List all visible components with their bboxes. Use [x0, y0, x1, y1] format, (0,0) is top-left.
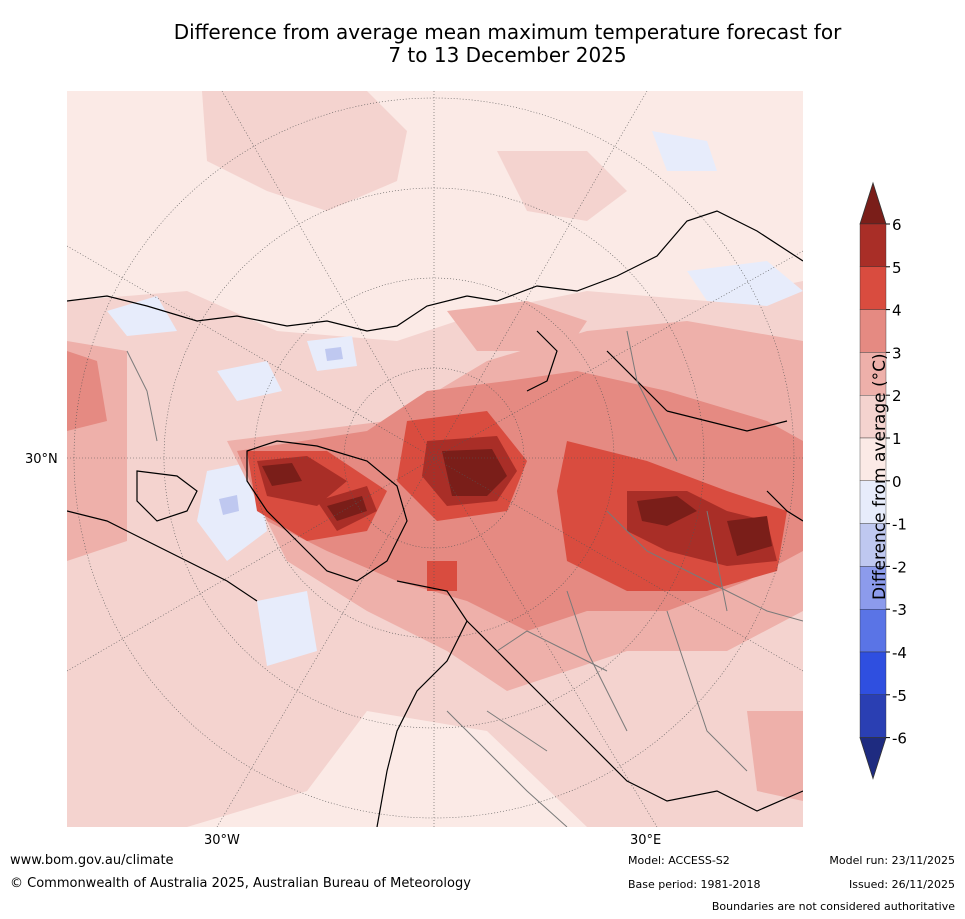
colorbar-band	[859, 309, 887, 353]
colorbar-band	[859, 266, 887, 310]
lat-label-30n: 30°N	[25, 452, 58, 467]
colorbar-band	[859, 223, 887, 267]
map-canvas	[67, 91, 803, 827]
colorbar-tick-label: 2	[892, 387, 902, 405]
colorbar-extend-max	[859, 181, 887, 225]
colorbar-tick-label: 3	[892, 344, 902, 362]
colorbar: 6 5 4 3 2 1 0 -1 -2 -3 -4 -5 -6	[859, 181, 907, 780]
colorbar-tick-label: -3	[892, 601, 907, 619]
colorbar-band	[859, 352, 887, 396]
colorbar-band	[859, 437, 887, 481]
website-link[interactable]: www.bom.gov.au/climate	[10, 853, 174, 868]
colorbar-band	[859, 566, 887, 610]
colorbar-title: Difference from average (°C)	[870, 353, 890, 600]
colorbar-tick-label: -2	[892, 558, 907, 576]
disclaimer-text: Boundaries are not considered authoritat…	[711, 900, 955, 913]
colorbar-extend-min	[859, 737, 887, 780]
copyright-text: © Commonwealth of Australia 2025, Austra…	[10, 876, 471, 891]
colorbar-tick-label: 5	[892, 259, 902, 277]
colorbar-tick-label: -4	[892, 644, 907, 662]
colorbar-tick-label: -6	[892, 730, 907, 748]
colorbar-band	[859, 651, 887, 695]
graticule	[67, 91, 803, 827]
lon-label-30e: 30°E	[630, 833, 662, 848]
colorbar-tick-label: 0	[892, 473, 902, 491]
title-line-2: 7 to 13 December 2025	[388, 43, 627, 67]
colorbar-band	[859, 694, 887, 738]
title-line-1: Difference from average mean maximum tem…	[173, 20, 842, 44]
issued-text: Issued: 26/11/2025	[848, 878, 955, 891]
lon-label-30w: 30°W	[204, 833, 240, 848]
chart-title: Difference from average mean maximum tem…	[0, 21, 965, 67]
coastlines	[67, 210, 803, 827]
model-text: Model: ACCESS-S2	[628, 854, 730, 867]
colorbar-tick-label: 6	[892, 216, 902, 234]
colorbar-band	[859, 609, 887, 653]
colorbar-tick-label: 4	[892, 302, 902, 320]
colorbar-tick-label: -5	[892, 687, 907, 705]
model-run-text: Model run: 23/11/2025	[829, 854, 955, 867]
forecast-map	[67, 91, 803, 827]
colorbar-band	[859, 480, 887, 524]
borders	[126, 330, 803, 827]
colorbar-band	[859, 523, 887, 567]
colorbar-tick-label: -1	[892, 516, 907, 534]
colorbar-tick-label: 1	[892, 430, 902, 448]
anomaly-level-6plus	[262, 449, 772, 556]
base-period-text: Base period: 1981-2018	[628, 878, 761, 891]
